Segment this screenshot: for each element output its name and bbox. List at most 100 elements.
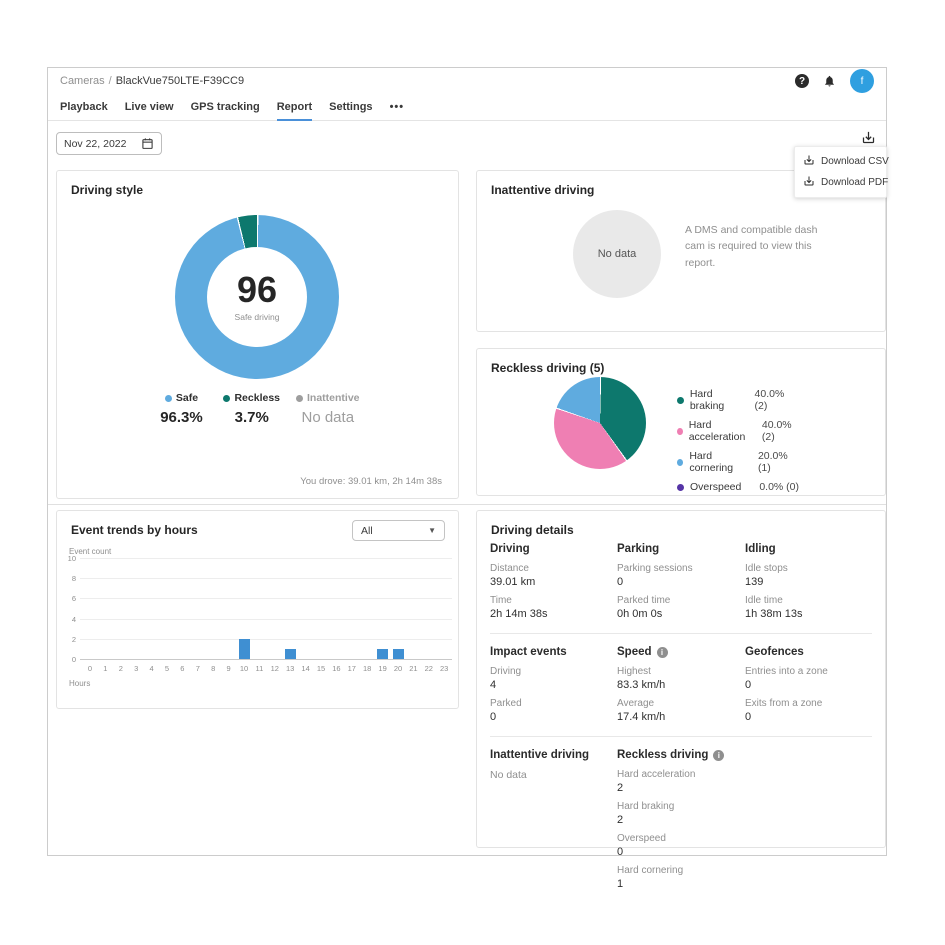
legend-label: Inattentive <box>307 392 360 404</box>
details-column-driving: Driving Distance 39.01 km Time 2h 14m 38s <box>490 543 617 627</box>
details-column-reckless-driving: Reckless driving i Hard acceleration 2 Hard … <box>617 749 745 897</box>
y-tick-label: 6 <box>71 594 76 604</box>
legend-value: 20.0% (1) <box>757 450 788 474</box>
event-type-filter-dropdown[interactable]: All ▼ <box>352 520 445 541</box>
menu-item-pdf[interactable]: Download PDF <box>795 172 889 193</box>
info-icon[interactable]: i <box>656 646 668 658</box>
x-tick-label: 13 <box>286 664 295 673</box>
details-header: Parking <box>617 543 745 555</box>
reckless-legend-row: Hard acceleration 40.0% (2) <box>677 419 799 443</box>
chevron-down-icon: ▼ <box>428 526 436 535</box>
driving-style-title: Driving style <box>71 183 144 197</box>
details-label: Exits from a zone <box>745 698 823 709</box>
details-value: 0h 0m 0s <box>617 608 663 620</box>
legend-item-header: Inattentive <box>296 392 360 404</box>
download-menu: Download CSV Download PDF <box>794 146 889 198</box>
info-icon[interactable]: i <box>713 749 725 761</box>
date-picker[interactable]: Nov 22, 2022 <box>56 132 162 155</box>
header-actions: ? f <box>795 69 874 93</box>
details-header-label: Parking <box>617 543 660 555</box>
tab-gps-tracking[interactable]: GPS tracking <box>190 100 260 113</box>
reckless-driving-card: Reckless driving (5) Hard braking 40.0% (… <box>476 348 886 496</box>
breadcrumb-cameras[interactable]: Cameras <box>60 75 105 87</box>
bar-hour-10 <box>238 638 250 659</box>
legend-value: 40.0% (2) <box>761 419 792 443</box>
details-divider <box>490 633 872 634</box>
y-tick-label: 2 <box>71 634 76 644</box>
details-value: 0 <box>617 846 624 858</box>
safe-driving-score: 96 <box>236 269 278 310</box>
details-header-label: Impact events <box>490 646 567 658</box>
legend-value: 0.0% (0) <box>759 481 799 493</box>
bar-hour-20 <box>392 648 404 659</box>
y-tick-label: 4 <box>71 614 76 624</box>
menu-item-label: Download PDF <box>821 177 889 188</box>
details-column-inattentive-driving: Inattentive driving No data <box>490 749 617 897</box>
legend-value: 3.7% <box>234 409 269 426</box>
inattentive-message: A DMS and compatible dash cam is require… <box>685 224 818 269</box>
filter-selected-value: All <box>361 524 373 537</box>
y-tick-label: 0 <box>71 655 76 664</box>
legend-dot <box>677 458 684 466</box>
legend-item-safe: Safe 96.3% <box>155 392 207 426</box>
details-label: Distance <box>490 563 529 574</box>
details-column-idling: Idling Idle stops 139 Idle time 1h 38m 13s <box>745 543 872 627</box>
legend-label: Reckless <box>234 392 281 404</box>
reckless-legend-row: Hard braking 40.0% (2) <box>677 388 799 412</box>
menu-item-csv[interactable]: Download CSV <box>795 151 889 172</box>
tab-settings[interactable]: Settings <box>329 100 373 113</box>
tab-more[interactable]: ••• <box>389 100 405 113</box>
legend-value: 96.3% <box>160 409 203 426</box>
safe-driving-score-label: Safe driving <box>234 312 280 322</box>
drive-summary-text: You drove: 39.01 km, 2h 14m 38s <box>300 476 442 487</box>
driving-style-card: Driving style 96 Safe driving Safe 96.3% R… <box>56 170 459 499</box>
legend-label: Safe <box>175 392 199 404</box>
details-value: 1h 38m 13s <box>745 608 803 620</box>
download-icon <box>803 154 815 169</box>
reckless-pie-chart <box>554 377 646 469</box>
tab-live-view[interactable]: Live view <box>124 100 174 113</box>
details-value: 0 <box>490 711 497 723</box>
header: Cameras / BlackVue750LTE-F39CC9 ? f <box>48 68 886 94</box>
details-no-data: No data <box>490 769 527 781</box>
reckless-legend-row: Hard cornering 20.0% (1) <box>677 450 799 474</box>
inattentive-title: Inattentive driving <box>491 183 595 197</box>
x-tick-label: 8 <box>211 664 216 673</box>
help-icon[interactable]: ? <box>795 74 809 88</box>
calendar-icon[interactable] <box>141 137 154 150</box>
details-header: Inattentive driving <box>490 749 617 761</box>
details-header: Reckless driving i <box>617 749 745 761</box>
event-trends-title: Event trends by hours <box>71 523 198 537</box>
download-report-button[interactable] <box>861 130 876 150</box>
tab-playback[interactable]: Playback <box>60 100 108 113</box>
x-tick-label: 3 <box>134 664 139 673</box>
details-section: Driving Distance 39.01 km Time 2h 14m 38s Par… <box>490 543 872 627</box>
x-tick-label: 1 <box>103 664 108 673</box>
details-label: Parking sessions <box>617 563 693 574</box>
x-tick-label: 11 <box>255 664 264 673</box>
x-tick-label: 18 <box>363 664 372 673</box>
user-avatar[interactable]: f <box>850 69 874 93</box>
gridline-y0 <box>80 659 452 660</box>
details-value: 2h 14m 38s <box>490 608 548 620</box>
x-tick-label: 0 <box>87 664 93 673</box>
driving-details-card: Driving details Driving Distance 39.01 km T… <box>476 510 886 890</box>
details-label: Entries into a zone <box>745 666 828 677</box>
legend-label: Hard cornering <box>689 450 734 474</box>
details-value: 2 <box>617 814 624 826</box>
menu-item-label: Download CSV <box>821 156 889 167</box>
notifications-bell-icon[interactable] <box>823 74 836 88</box>
details-value: 0 <box>745 711 752 723</box>
details-label: Overspeed <box>617 833 666 844</box>
section-divider <box>48 504 886 505</box>
x-tick-label: 12 <box>270 664 279 673</box>
details-header: Driving <box>490 543 617 555</box>
details-value: 4 <box>490 679 497 691</box>
app-window: Cameras / BlackVue750LTE-F39CC9 ? f Playba… <box>47 67 889 890</box>
details-header-label: Driving <box>490 543 530 555</box>
details-column-geofences: Geofences Entries into a zone 0 Exits from … <box>745 646 872 730</box>
tab-report[interactable]: Report <box>276 94 313 121</box>
details-value: 139 <box>745 576 764 588</box>
details-label: Idle stops <box>745 563 788 574</box>
legend-dot <box>296 394 304 402</box>
